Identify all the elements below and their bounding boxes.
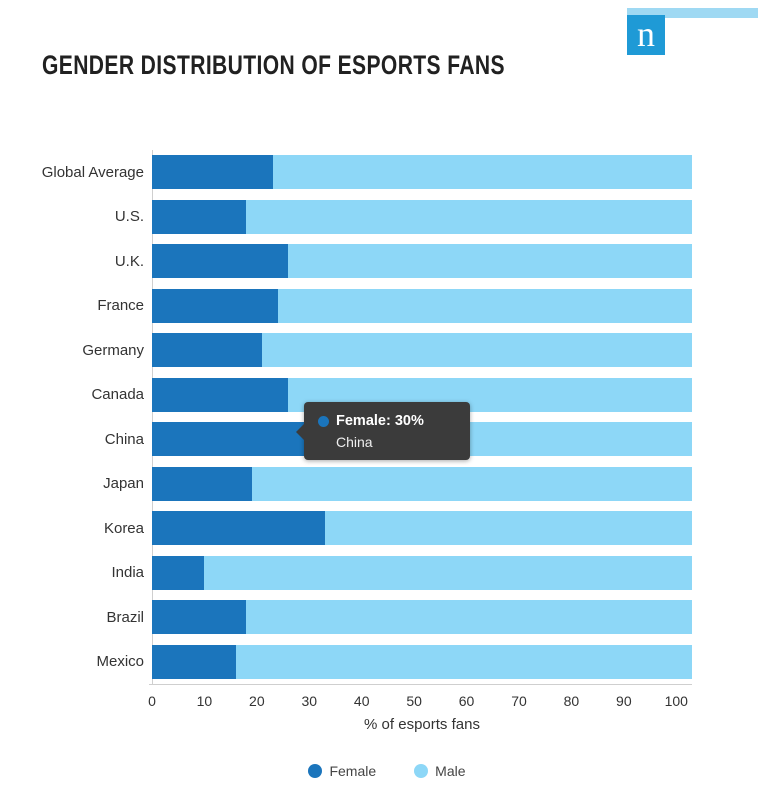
x-tick-label: 80 [563, 693, 580, 709]
x-axis-ticks: 0 10 20 30 40 50 60 70 80 90 100 [148, 693, 692, 711]
bar-segment-male[interactable] [272, 155, 692, 190]
tooltip-category: China [336, 434, 373, 450]
bar-segment-male[interactable] [246, 600, 692, 635]
bar-segment-male[interactable] [277, 288, 692, 323]
legend-dot [414, 764, 429, 778]
category-label: Canada [91, 386, 144, 404]
tooltip: Female: 30% China [296, 402, 470, 460]
x-tick-label: 100 [664, 693, 688, 709]
bar-segment-female[interactable] [152, 199, 247, 234]
tooltip-value: Female: 30% [336, 413, 424, 429]
category-label: Korea [103, 519, 144, 537]
bar-segment-female[interactable] [152, 466, 252, 501]
chart-legend: Female Male [0, 763, 774, 779]
x-tick-label: 70 [511, 693, 527, 709]
bar-row: Korea [0, 506, 692, 551]
bar-row: Japan [0, 462, 692, 507]
bar-segment-male[interactable] [262, 333, 692, 368]
bar-segment-female[interactable] [152, 377, 289, 412]
x-tick-label: 20 [249, 693, 265, 709]
bar-segment-male[interactable] [251, 466, 692, 501]
bar-segment-female[interactable] [152, 244, 289, 279]
category-label: U.K. [114, 252, 144, 270]
category-label: Mexico [96, 653, 144, 671]
bar-track [152, 288, 692, 323]
chart-title: GENDER DISTRIBUTION OF ESPORTS FANS [42, 50, 505, 80]
legend-label: Female [329, 763, 377, 779]
legend-label: Male [435, 763, 466, 779]
bar-row: Germany [0, 328, 692, 373]
bar-segment-female[interactable] [152, 555, 205, 590]
bar-track [152, 244, 692, 279]
bar-track [152, 466, 692, 501]
logo-letter: n [637, 14, 655, 54]
bar-row: Brazil [0, 595, 692, 640]
legend-item-female[interactable]: Female [308, 763, 376, 779]
bar-track [152, 199, 692, 234]
bar-segment-male[interactable] [246, 199, 692, 234]
bar-segment-male[interactable] [325, 511, 692, 546]
category-label: France [97, 297, 144, 315]
tooltip-value-line: Female: 30% [318, 413, 456, 429]
x-tick-label: 10 [196, 693, 213, 709]
bar-track [152, 555, 692, 590]
bar-track [152, 600, 692, 635]
category-label: Germany [82, 341, 144, 359]
bar-segment-female[interactable] [152, 511, 325, 546]
legend-item-male[interactable]: Male [414, 763, 466, 779]
newzoo-logo: n [627, 15, 665, 55]
tooltip-series-dot [318, 415, 329, 427]
bar-chart-plot-area: Global Average U.S. U.K. France Germany Canad… [0, 150, 692, 684]
category-label: Global Average [41, 163, 144, 181]
x-tick-label: 30 [301, 693, 318, 709]
bar-row: U.K. [0, 239, 692, 284]
bar-row: U.S. [0, 195, 692, 240]
tooltip-arrow [296, 424, 304, 440]
x-tick-label: 40 [353, 693, 370, 709]
bar-segment-female[interactable] [152, 288, 278, 323]
bar-track [152, 155, 692, 190]
category-label: U.S. [114, 208, 144, 226]
category-label: India [111, 564, 144, 582]
category-label: Brazil [106, 608, 144, 626]
bar-row: France [0, 284, 692, 329]
bar-row: Mexico [0, 640, 692, 685]
x-axis-line [149, 684, 692, 685]
bar-segment-female[interactable] [152, 644, 236, 679]
x-axis-label: % of esports fans [364, 716, 480, 733]
y-axis-line [152, 150, 153, 684]
bar-segment-female[interactable] [152, 155, 273, 190]
bar-segment-male[interactable] [204, 555, 692, 590]
x-tick-label: 60 [458, 693, 475, 709]
bar-track [152, 333, 692, 368]
legend-dot [308, 764, 323, 778]
category-label: Japan [103, 475, 144, 493]
bar-row: Global Average [0, 150, 692, 195]
x-tick-label: 90 [616, 693, 632, 709]
bar-segment-male[interactable] [235, 644, 692, 679]
x-tick-label: 50 [406, 693, 422, 709]
brand-accent-strip [627, 8, 758, 18]
category-label: China [104, 430, 144, 448]
x-tick-label: 0 [148, 693, 156, 709]
bar-segment-female[interactable] [152, 422, 310, 457]
bar-row: India [0, 551, 692, 596]
bar-track [152, 511, 692, 546]
bar-segment-female[interactable] [152, 333, 263, 368]
bar-segment-female[interactable] [152, 600, 247, 635]
bar-segment-male[interactable] [288, 244, 692, 279]
bar-track [152, 644, 692, 679]
